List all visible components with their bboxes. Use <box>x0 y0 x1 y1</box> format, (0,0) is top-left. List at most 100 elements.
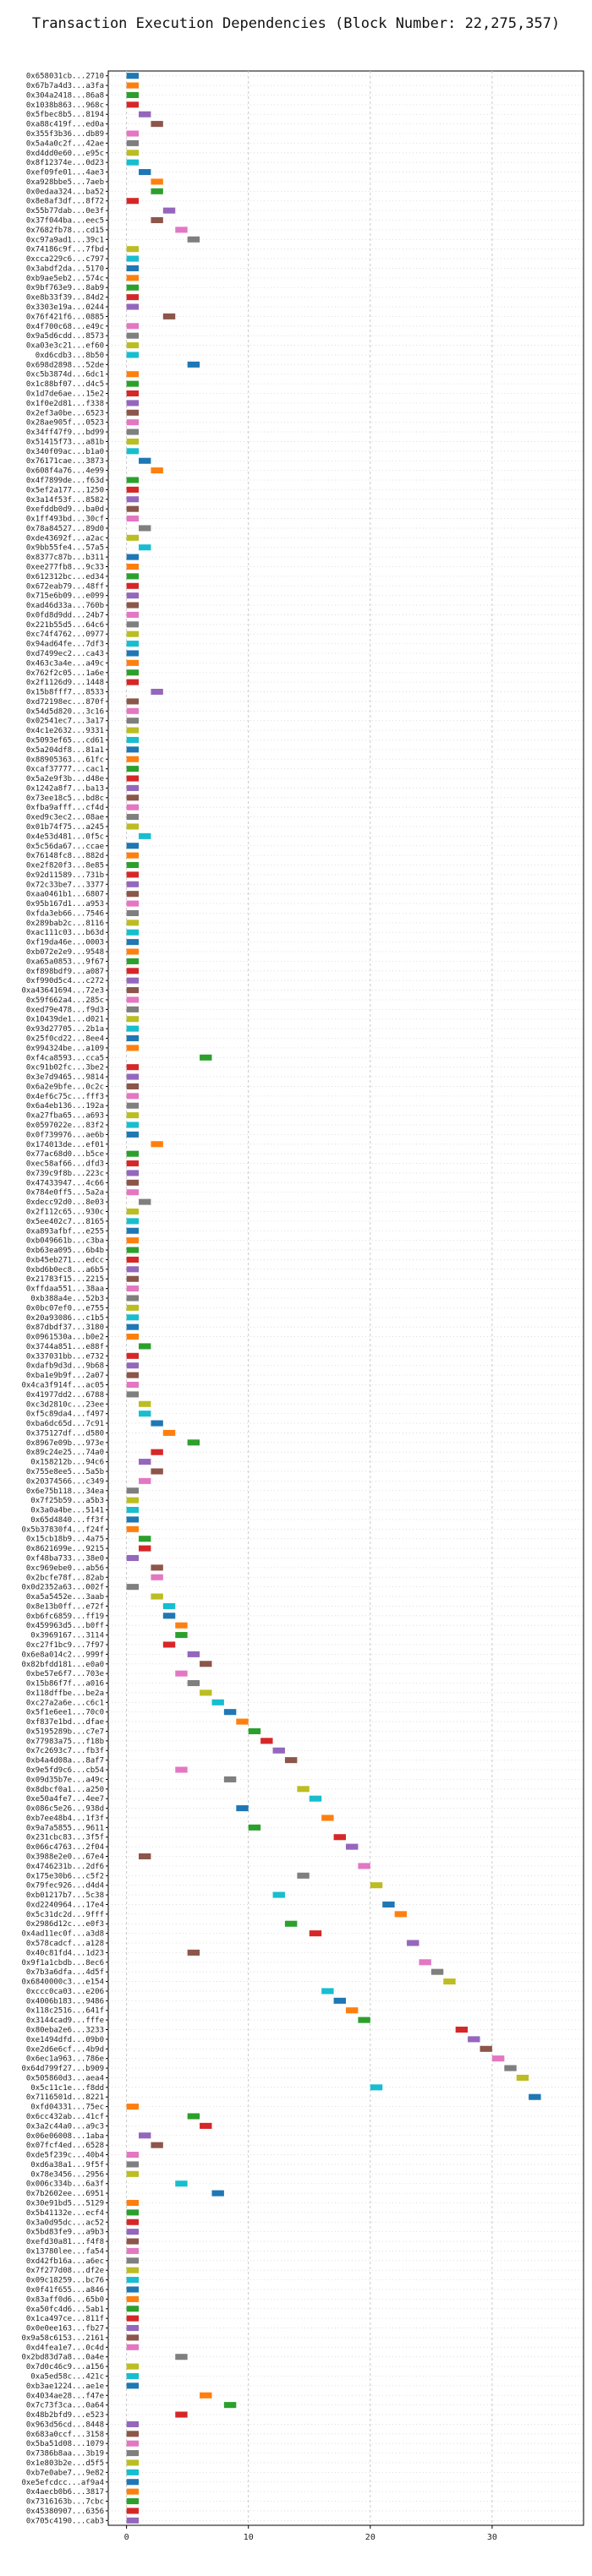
tx-bar <box>126 486 140 493</box>
y-tick-label: 0x4746231b...2df6 <box>26 1863 104 1871</box>
y-tick-label: 0x47433947...4c66 <box>26 1179 104 1187</box>
y-tick-label: 0x5093ef65...cd61 <box>26 736 104 745</box>
y-tick-label: 0x13780lee...fa54 <box>26 2247 104 2256</box>
tx-bar <box>321 1988 334 1995</box>
y-tick-label: 0xac111c03...b63d <box>26 929 104 937</box>
tx-bar <box>175 2354 188 2360</box>
y-tick-label: 0x1ff493bd...30cf <box>26 516 104 524</box>
y-tick-label: 0x79fec926...d4d4 <box>26 1882 104 1891</box>
y-tick-label: 0x40c81fd4...1d23 <box>26 1949 104 1957</box>
tx-bar <box>407 1940 419 1946</box>
y-tick-label: 0x3988e2e0...67e4 <box>26 1853 104 1862</box>
y-tick-label: 0xa5a5452e...3aab <box>26 1593 104 1602</box>
tx-bar <box>126 756 140 762</box>
y-tick-label: 0x94ad64fe...7df3 <box>26 641 104 649</box>
y-tick-label: 0xd6cdb3...8b50 <box>36 352 104 360</box>
tx-bar <box>126 650 140 657</box>
tx-bar <box>126 505 140 512</box>
y-tick-label: 0x375127df...d580 <box>26 1429 104 1438</box>
y-tick-label: 0x4f700c68...e49c <box>26 323 104 331</box>
y-tick-label: 0x086c5e26...938d <box>26 1805 104 1814</box>
y-tick-label: 0xe1494dfd...09b0 <box>26 2036 104 2044</box>
y-tick-label: 0x0bc07ef0...e755 <box>26 1304 104 1313</box>
y-tick-label: 0xd4dd0e60...e95c <box>26 150 104 158</box>
tx-bar <box>126 2334 140 2341</box>
tx-bar <box>321 1815 334 1821</box>
tx-bar <box>126 1122 140 1128</box>
y-tick-label: 0xcaf37777...cac1 <box>26 766 104 774</box>
tx-bar <box>175 2411 188 2418</box>
tx-bar <box>175 1622 188 1629</box>
y-tick-label: 0xb63ea095...6b4b <box>26 1247 104 1255</box>
y-tick-label: 0x0961530a...b0e2 <box>26 1334 104 1342</box>
tx-bar <box>126 1295 140 1302</box>
tx-bar <box>200 2392 212 2399</box>
tx-bar <box>126 130 140 137</box>
tx-bar <box>126 814 140 821</box>
tx-bar <box>187 2113 200 2120</box>
y-tick-label: 0x74186c9f...7fbd <box>26 246 104 254</box>
tx-bar <box>126 1391 140 1398</box>
y-tick-label: 0xb6fc6859...ff19 <box>26 1613 104 1621</box>
tx-bar <box>126 611 140 618</box>
tx-bar <box>126 2152 140 2158</box>
tx-bar <box>126 1247 140 1253</box>
y-tick-label: 0x55b77dab...0e3f <box>26 207 104 216</box>
tx-bar <box>126 477 140 483</box>
tx-bar <box>187 1651 200 1657</box>
y-tick-label: 0xd4fea1e7...0c4d <box>26 2344 104 2352</box>
y-tick-label: 0xa928bbe5...7aeb <box>26 178 104 187</box>
tx-bar <box>126 669 140 676</box>
tx-bar <box>126 1179 140 1186</box>
y-tick-label: 0xb3ae1224...ae1e <box>26 2382 104 2391</box>
y-tick-label: 0x5a4a0c2f...42ae <box>26 139 104 148</box>
y-tick-label: 0xee277fb8...9c33 <box>26 563 104 571</box>
tx-bar <box>126 2440 140 2447</box>
tx-bar <box>175 1670 188 1677</box>
y-tick-label: 0x1242a8f7...ba13 <box>26 784 104 793</box>
tx-bar <box>126 323 140 330</box>
tx-bar <box>236 1805 249 1812</box>
y-tick-label: 0xb388a4e...52b3 <box>30 1295 104 1303</box>
y-tick-label: 0xa50fc4d6...5ab1 <box>26 2306 104 2314</box>
y-tick-label: 0x28ae905f...0523 <box>26 419 104 428</box>
y-tick-label: 0xf19da46e...0003 <box>26 939 104 947</box>
y-tick-label: 0x02541ec7...3a17 <box>26 718 104 726</box>
y-tick-label: 0x2ef3a0be...6523 <box>26 409 104 418</box>
tx-bar <box>126 1083 140 1089</box>
tx-bar <box>455 2026 469 2033</box>
tx-bar <box>126 592 140 599</box>
y-tick-label: 0xa43641694...72e3 <box>21 987 104 996</box>
tx-bar <box>346 2007 359 2014</box>
y-tick-label: 0x78a84527...89d0 <box>26 525 104 533</box>
tx-bar <box>139 1536 151 1542</box>
y-tick-label: 0xed79e478...f9d3 <box>26 1006 104 1014</box>
y-tick-label: 0x7316163b...7cbc <box>26 2498 104 2507</box>
tx-bar <box>126 448 140 455</box>
tx-bar <box>126 2209 140 2216</box>
y-tick-label: 0x5ef2a177...1250 <box>26 486 104 494</box>
tx-bar <box>126 727 140 734</box>
y-tick-label: 0x0fd8d9dd...24b7 <box>26 611 104 619</box>
x-tick-label: 10 <box>244 2533 254 2542</box>
tx-bar <box>126 1507 140 1514</box>
y-tick-label: 0x7386b8aa...3b19 <box>26 2450 104 2459</box>
y-tick-label: 0x5a2e9f3b...d48e <box>26 775 104 783</box>
tx-bar <box>126 2488 140 2495</box>
tx-bar <box>126 2517 140 2524</box>
y-tick-label: 0x2f1126d9...1448 <box>26 679 104 687</box>
y-tick-label: 0x612312bc...ed34 <box>26 573 104 581</box>
y-tick-label: 0x77ac68d0...b5ce <box>26 1150 104 1159</box>
tx-bar <box>126 900 140 907</box>
y-tick-label: 0x73ee18c5...bd8c <box>26 794 104 803</box>
tx-bar <box>126 1160 140 1167</box>
tx-bar <box>126 794 140 801</box>
tx-bar <box>309 1930 322 1937</box>
y-tick-label: 0xcca229c6...c797 <box>26 255 104 264</box>
tx-bar <box>126 255 140 262</box>
tx-bar <box>126 150 140 156</box>
y-tick-label: 0x2bcfe78f...82ab <box>26 1574 104 1582</box>
tx-bar <box>358 1863 370 1869</box>
y-tick-label: 0x1ca497ce...811f <box>26 2315 104 2323</box>
